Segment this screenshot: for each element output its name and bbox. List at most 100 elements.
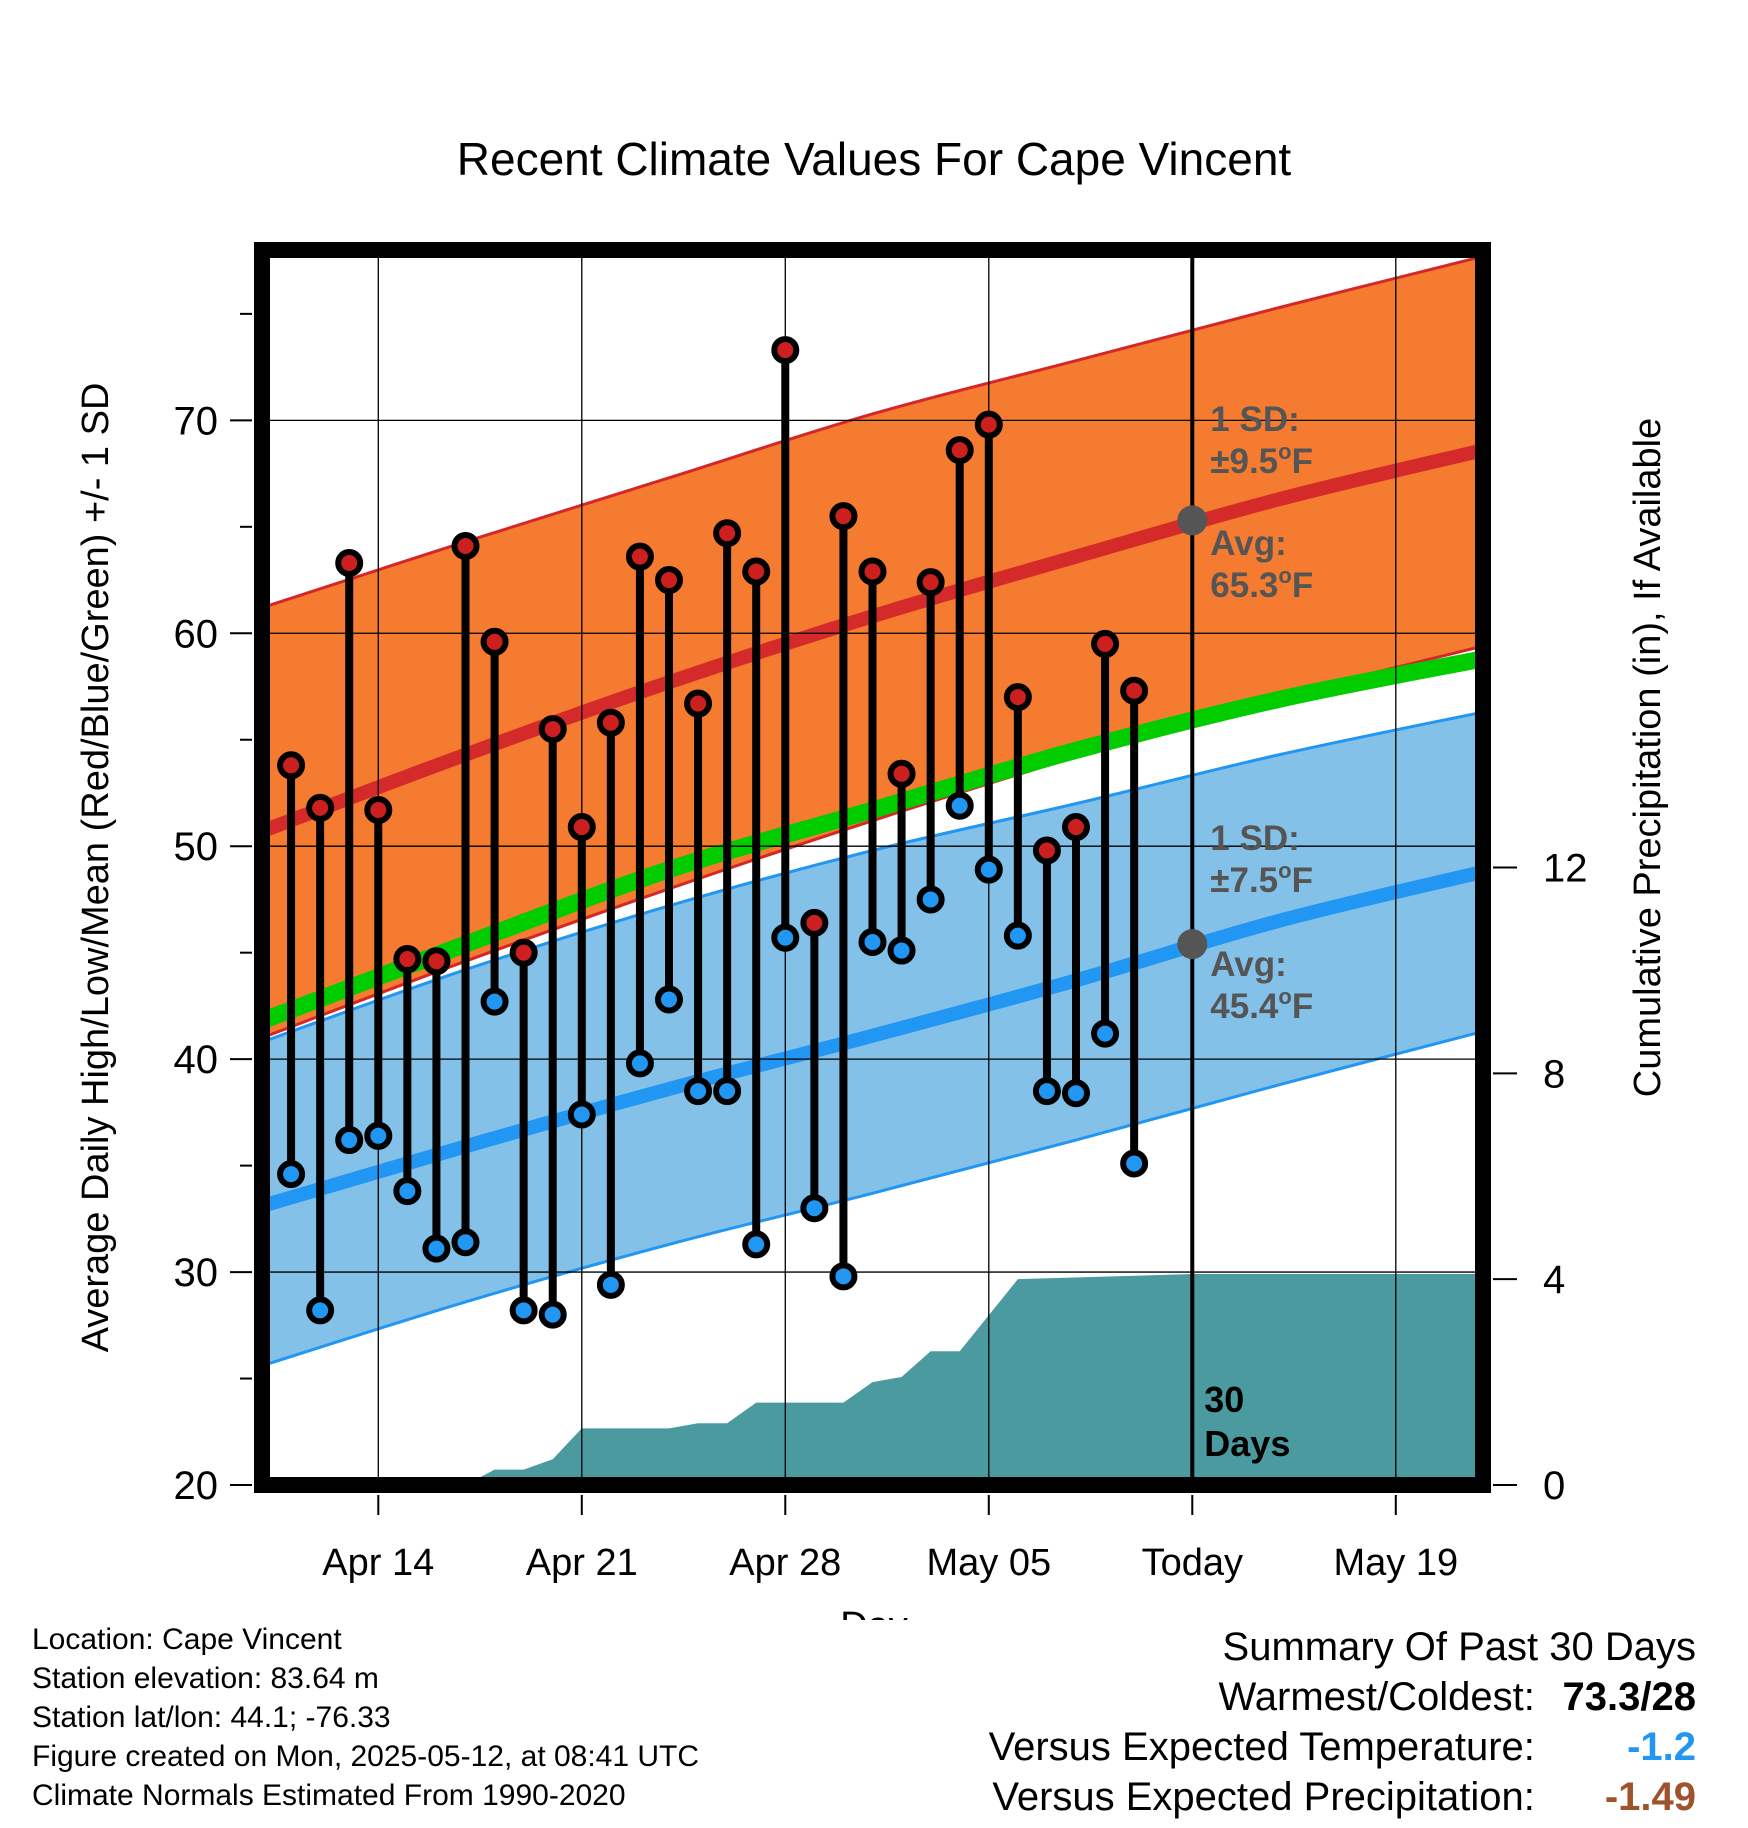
low-point xyxy=(538,1300,567,1329)
high-point xyxy=(364,796,393,825)
high-point xyxy=(1062,813,1090,842)
high-point xyxy=(567,813,596,842)
high-point xyxy=(335,549,364,578)
precip-anomaly-label: Versus Expected Precipitation: xyxy=(992,1775,1535,1819)
low-point xyxy=(887,936,916,965)
low-point xyxy=(509,1296,538,1325)
temp-anomaly-value: -1.2 xyxy=(1627,1725,1696,1769)
low-avg-annotation-line2: 45.4 xyxy=(1210,987,1279,1026)
high-point xyxy=(1120,676,1149,705)
station-info: Location: Cape Vincent Station elevation… xyxy=(32,1620,699,1815)
x-tick-label: Apr 14 xyxy=(322,1542,434,1584)
low-avg-annotation: Avg: 45.4oF xyxy=(1210,945,1313,1026)
high-point xyxy=(277,751,306,780)
low-point xyxy=(480,987,509,1016)
precip-area xyxy=(262,1274,1483,1485)
low-sd-annotation-line2: ±7.5 xyxy=(1210,861,1278,900)
high-avg-annotation-line1: Avg: xyxy=(1210,524,1286,563)
high-avg-annotation-unit: F xyxy=(1292,566,1313,605)
high-point xyxy=(1091,629,1120,658)
high-point xyxy=(1003,683,1032,712)
high-point xyxy=(509,938,538,967)
high-avg-annotation: Avg: 65.3oF xyxy=(1210,524,1313,605)
created-text: Figure created on Mon, 2025-05-12, at 08… xyxy=(32,1740,700,1773)
clipped-layer xyxy=(262,250,1483,1485)
today-high-avg-marker xyxy=(1177,505,1208,536)
y-axis-label: Average Daily High/Low/Mean (Red/Blue/Gr… xyxy=(75,383,117,1353)
summary-title: Summary Of Past 30 Days xyxy=(1222,1625,1696,1669)
high-point xyxy=(480,627,509,656)
high-point xyxy=(393,945,422,974)
today-low-avg-marker xyxy=(1177,929,1208,960)
low-point xyxy=(742,1230,771,1259)
x-tick-label: May 19 xyxy=(1333,1542,1458,1584)
high-point xyxy=(451,531,480,560)
high-point xyxy=(655,566,683,595)
low-point xyxy=(945,791,974,820)
high-point xyxy=(945,436,974,465)
low-avg-annotation-deg: o xyxy=(1278,984,1291,1009)
y2-axis-label: Cumulative Precipitation (in), If Availa… xyxy=(1627,418,1669,1097)
high-avg-annotation-deg: o xyxy=(1278,563,1291,588)
x-tick-label: Apr 21 xyxy=(526,1542,638,1584)
low-point xyxy=(655,985,683,1014)
high-sd-annotation-deg: o xyxy=(1278,439,1291,464)
low-point xyxy=(1120,1149,1149,1178)
y2-tick-label: 8 xyxy=(1543,1052,1565,1096)
low-point xyxy=(596,1270,625,1299)
y-tick-label: 30 xyxy=(174,1251,219,1295)
high-point xyxy=(422,947,451,976)
period-line2: Days xyxy=(1204,1423,1290,1464)
summary-warmest-row: Warmest/Coldest: 73.3/28 xyxy=(989,1672,1697,1722)
low-avg-annotation-line1: Avg: xyxy=(1210,945,1286,984)
low-lower-edge xyxy=(262,1030,1483,1368)
x-axis-label: Day xyxy=(840,1605,908,1620)
latlon-text: Station lat/lon: 44.1; -76.33 xyxy=(32,1701,391,1734)
low-point xyxy=(916,885,945,914)
period-line1: 30 xyxy=(1204,1379,1244,1420)
summary-panel: Summary Of Past 30 Days Warmest/Coldest:… xyxy=(989,1622,1696,1822)
chart-title: Recent Climate Values For Cape Vincent xyxy=(457,133,1292,185)
high-point xyxy=(829,502,858,531)
low-point xyxy=(1062,1079,1090,1108)
x-tick-label: May 05 xyxy=(926,1542,1051,1584)
high-sd-annotation-line2: ±9.5 xyxy=(1210,442,1278,481)
y-tick-label: 70 xyxy=(174,399,219,443)
high-point xyxy=(1032,836,1061,865)
high-point xyxy=(800,908,829,937)
low-sd-annotation-unit: F xyxy=(1292,861,1313,900)
low-point xyxy=(451,1228,480,1257)
y-tick-label: 40 xyxy=(174,1038,219,1082)
y-tick-label: 20 xyxy=(174,1464,219,1508)
low-point xyxy=(713,1077,742,1106)
y2-tick-label: 0 xyxy=(1543,1464,1565,1508)
low-point xyxy=(422,1234,451,1263)
y2-tick-label: 12 xyxy=(1543,847,1588,891)
low-point xyxy=(306,1296,335,1325)
high-sd-annotation: 1 SD: ±9.5oF xyxy=(1210,400,1313,481)
summary-temp-row: Versus Expected Temperature: -1.2 xyxy=(989,1722,1696,1772)
x-tick-label: Apr 28 xyxy=(729,1542,841,1584)
y-tick-label: 60 xyxy=(174,612,219,656)
low-point xyxy=(684,1077,713,1106)
low-point xyxy=(1032,1077,1061,1106)
low-point xyxy=(858,928,887,957)
low-point xyxy=(625,1049,654,1078)
high-point xyxy=(742,557,771,586)
low-point xyxy=(800,1194,829,1223)
high-point xyxy=(538,715,567,744)
high-point xyxy=(974,410,1003,439)
period-annotation: 30 Days xyxy=(1204,1379,1290,1464)
low-point xyxy=(974,855,1003,884)
low-point xyxy=(771,923,800,952)
high-sd-annotation-unit: F xyxy=(1292,442,1313,481)
high-point xyxy=(771,336,800,365)
climate-chart: Recent Climate Values For Cape Vincent D… xyxy=(75,133,1669,1620)
warmest-label: Warmest/Coldest: xyxy=(1218,1675,1535,1719)
low-point xyxy=(829,1262,858,1291)
high-point xyxy=(713,519,742,548)
high-point xyxy=(596,708,625,737)
low-avg-annotation-unit: F xyxy=(1292,987,1313,1026)
low-point xyxy=(1003,921,1032,950)
high-point xyxy=(887,759,916,788)
